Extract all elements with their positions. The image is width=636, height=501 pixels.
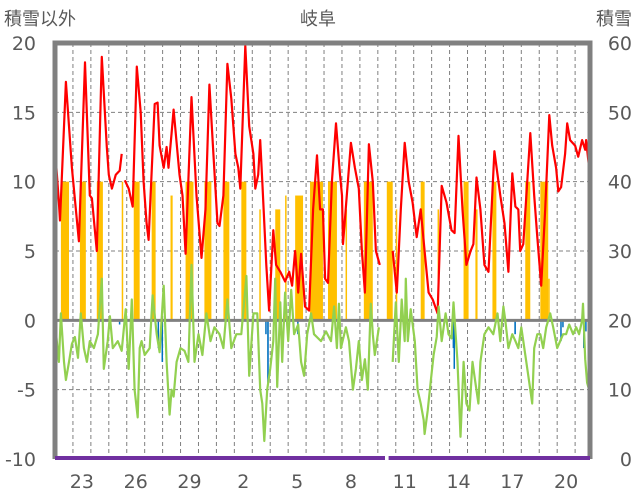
blue-bar bbox=[453, 320, 456, 369]
orange-bar bbox=[223, 181, 230, 321]
orange-bar bbox=[285, 195, 287, 321]
orange-bar bbox=[79, 181, 86, 321]
y-left-tick-label: -5 bbox=[17, 380, 36, 402]
blue-bar bbox=[265, 320, 267, 335]
y-right-tick-label: 60 bbox=[608, 33, 632, 55]
orange-bar bbox=[185, 181, 194, 321]
left-axis-title: 積雪以外 bbox=[4, 9, 76, 30]
orange-bar bbox=[259, 209, 261, 321]
blue-bar bbox=[267, 320, 269, 383]
x-tick-label: 23 bbox=[70, 471, 94, 493]
x-tick-label: 26 bbox=[124, 471, 148, 493]
blue-bar bbox=[514, 320, 516, 335]
orange-bar bbox=[395, 209, 398, 321]
orange-bar bbox=[96, 181, 103, 321]
chart-title: 岐阜 bbox=[300, 9, 336, 30]
x-tick-label: 14 bbox=[446, 471, 470, 493]
orange-bar bbox=[386, 181, 393, 321]
gridlines bbox=[55, 43, 590, 459]
red-line bbox=[55, 44, 591, 315]
orange-bar bbox=[548, 278, 550, 321]
blue-bar bbox=[452, 320, 455, 349]
x-tick-label: 17 bbox=[500, 471, 524, 493]
blue-bar bbox=[161, 320, 164, 362]
y-left-tick-label: -10 bbox=[5, 449, 36, 471]
orange-bar bbox=[327, 181, 337, 321]
orange-bar bbox=[492, 181, 497, 321]
plot-border bbox=[52, 40, 593, 459]
orange-bar bbox=[170, 195, 173, 321]
orange-bar bbox=[363, 181, 373, 321]
y-left-tick-label: 20 bbox=[12, 33, 36, 55]
blue-bar bbox=[585, 320, 587, 332]
orange-bar bbox=[540, 181, 549, 321]
orange-bar bbox=[60, 181, 69, 321]
orange-bar bbox=[121, 181, 124, 321]
y-right-tick-label: 20 bbox=[608, 310, 632, 332]
green-line bbox=[55, 263, 591, 443]
x-tick-label: 8 bbox=[345, 471, 357, 493]
x-tick-label: 20 bbox=[554, 471, 578, 493]
y-right-tick-label: 50 bbox=[608, 102, 632, 124]
orange-bar bbox=[204, 181, 212, 321]
blue-bar bbox=[118, 320, 121, 325]
x-tick-label: 11 bbox=[393, 471, 417, 493]
x-tick-label: 29 bbox=[177, 471, 201, 493]
y-right-tick-label: 30 bbox=[608, 241, 632, 263]
orange-bar bbox=[133, 181, 140, 321]
orange-bar bbox=[151, 181, 156, 321]
y-left-tick-label: 5 bbox=[24, 241, 36, 263]
blue-bar bbox=[560, 320, 562, 342]
plot-frame bbox=[52, 40, 593, 460]
orange-bar bbox=[275, 209, 281, 321]
orange-bar bbox=[241, 181, 247, 321]
blue-bar bbox=[562, 320, 564, 328]
lines bbox=[55, 44, 591, 443]
x-tick-label: 2 bbox=[237, 471, 249, 493]
blue-bar bbox=[157, 320, 160, 349]
y-left-tick-label: 10 bbox=[12, 172, 36, 194]
x-tick-label: 5 bbox=[291, 471, 303, 493]
orange-bar bbox=[295, 195, 304, 321]
right-axis-title: 積雪 bbox=[596, 9, 632, 30]
orange-bar bbox=[475, 209, 478, 321]
y-left-tick-label: 15 bbox=[12, 102, 36, 124]
y-right-tick-label: 40 bbox=[608, 172, 632, 194]
y-right-tick-label: 10 bbox=[608, 380, 632, 402]
y-left-tick-label: 0 bbox=[24, 310, 36, 332]
orange-bar bbox=[345, 209, 348, 321]
y-right-tick-label: 0 bbox=[620, 449, 632, 471]
orange-bar bbox=[420, 181, 425, 321]
orange-bar bbox=[525, 181, 531, 321]
